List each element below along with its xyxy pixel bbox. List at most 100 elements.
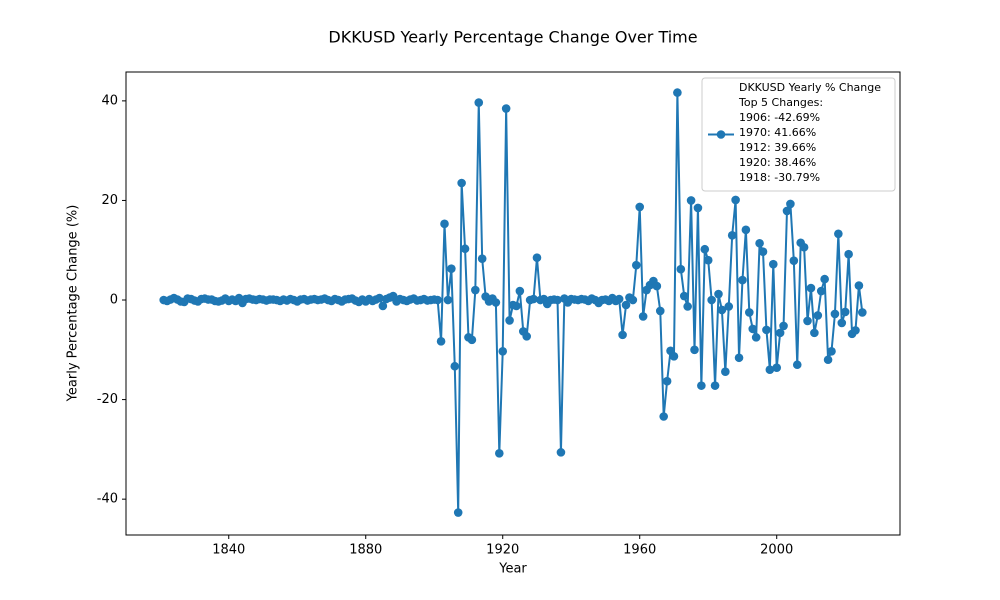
data-point [618,330,627,340]
legend-note: Top 5 Changes: [738,96,823,109]
data-point [813,311,823,320]
legend-note: 1920: 38.46% [739,156,816,169]
data-point [495,449,504,458]
data-point [748,324,758,334]
data-point [745,308,754,317]
data-point [628,295,638,305]
legend-note: 1906: -42.69% [739,111,820,124]
data-point [638,312,648,321]
data-point [834,229,843,239]
data-point [467,335,477,345]
data-point [501,104,511,113]
data-point [717,305,727,315]
data-point [652,281,662,291]
data-point [734,353,744,363]
data-point [823,355,833,365]
data-point [690,345,699,355]
x-tick-label: 2000 [760,543,793,558]
data-point [721,367,730,377]
data-point [512,301,521,311]
data-point [755,238,764,248]
data-point [505,316,514,325]
data-point [614,294,624,304]
data-point [447,264,456,273]
data-point [683,302,692,311]
data-point [673,88,682,97]
data-point [768,259,778,269]
data-point [741,225,751,235]
x-tick-label: 1880 [349,543,382,558]
legend-marker [716,130,726,139]
data-point [810,328,819,338]
data-point [433,295,442,305]
data-point [515,286,525,296]
data-point [710,381,720,390]
data-point [676,264,686,274]
data-point [806,283,816,293]
y-tick-label: -40 [97,492,118,507]
x-axis-label: Year [498,562,527,577]
data-point [837,318,847,328]
data-point [498,346,508,356]
data-point [779,321,788,331]
data-point [830,309,840,319]
legend-box [701,77,896,192]
data-point [443,295,453,305]
legend-label: DKKUSD Yearly % Change [739,81,881,94]
data-point [827,346,836,356]
data-point [799,242,809,252]
data-point [782,206,792,216]
data-point [803,316,812,326]
data-point [460,244,470,254]
data-point [840,307,850,317]
data-point [474,98,484,107]
data-point [522,332,531,341]
data-point [635,202,645,212]
data-point [457,178,466,188]
data-point [858,308,867,317]
plot-frame [125,71,901,536]
data-point [529,294,538,304]
data-point [686,196,696,205]
data-point [772,363,782,373]
data-point [820,274,829,284]
data-point [792,360,802,370]
data-point [727,230,737,240]
x-tick-label: 1840 [212,543,245,558]
x-tick-label: 1960 [623,543,656,558]
data-point [556,448,566,457]
data-point [786,199,795,209]
data-point [491,298,501,307]
data-point [762,325,771,335]
data-point [700,244,710,254]
y-tick-label: -20 [97,392,118,407]
data-point [775,328,785,338]
data-point [851,326,860,335]
data-point [621,300,631,310]
data-point [655,306,665,316]
data-point [854,281,864,290]
data-point [751,333,761,342]
data-point [631,260,641,270]
legend-note: 1970: 41.66% [739,126,816,139]
x-tick-label: 1920 [486,543,519,558]
data-point [453,508,463,517]
data-point [707,295,716,305]
data-point [714,289,723,299]
data-point [662,376,672,386]
data-point [789,256,799,265]
chart-title: DKKUSD Yearly Percentage Change Over Tim… [328,28,697,47]
data-point [724,302,734,311]
data-point [703,255,713,265]
data-point [477,254,487,263]
data-point [471,285,480,295]
data-point [669,351,679,361]
data-point [378,301,388,311]
data-point [532,253,542,262]
legend-note: 1918: -30.79% [739,171,820,184]
data-point [450,361,460,371]
y-tick-label: 0 [110,293,118,308]
data-point [693,203,703,213]
data-point [553,295,562,305]
